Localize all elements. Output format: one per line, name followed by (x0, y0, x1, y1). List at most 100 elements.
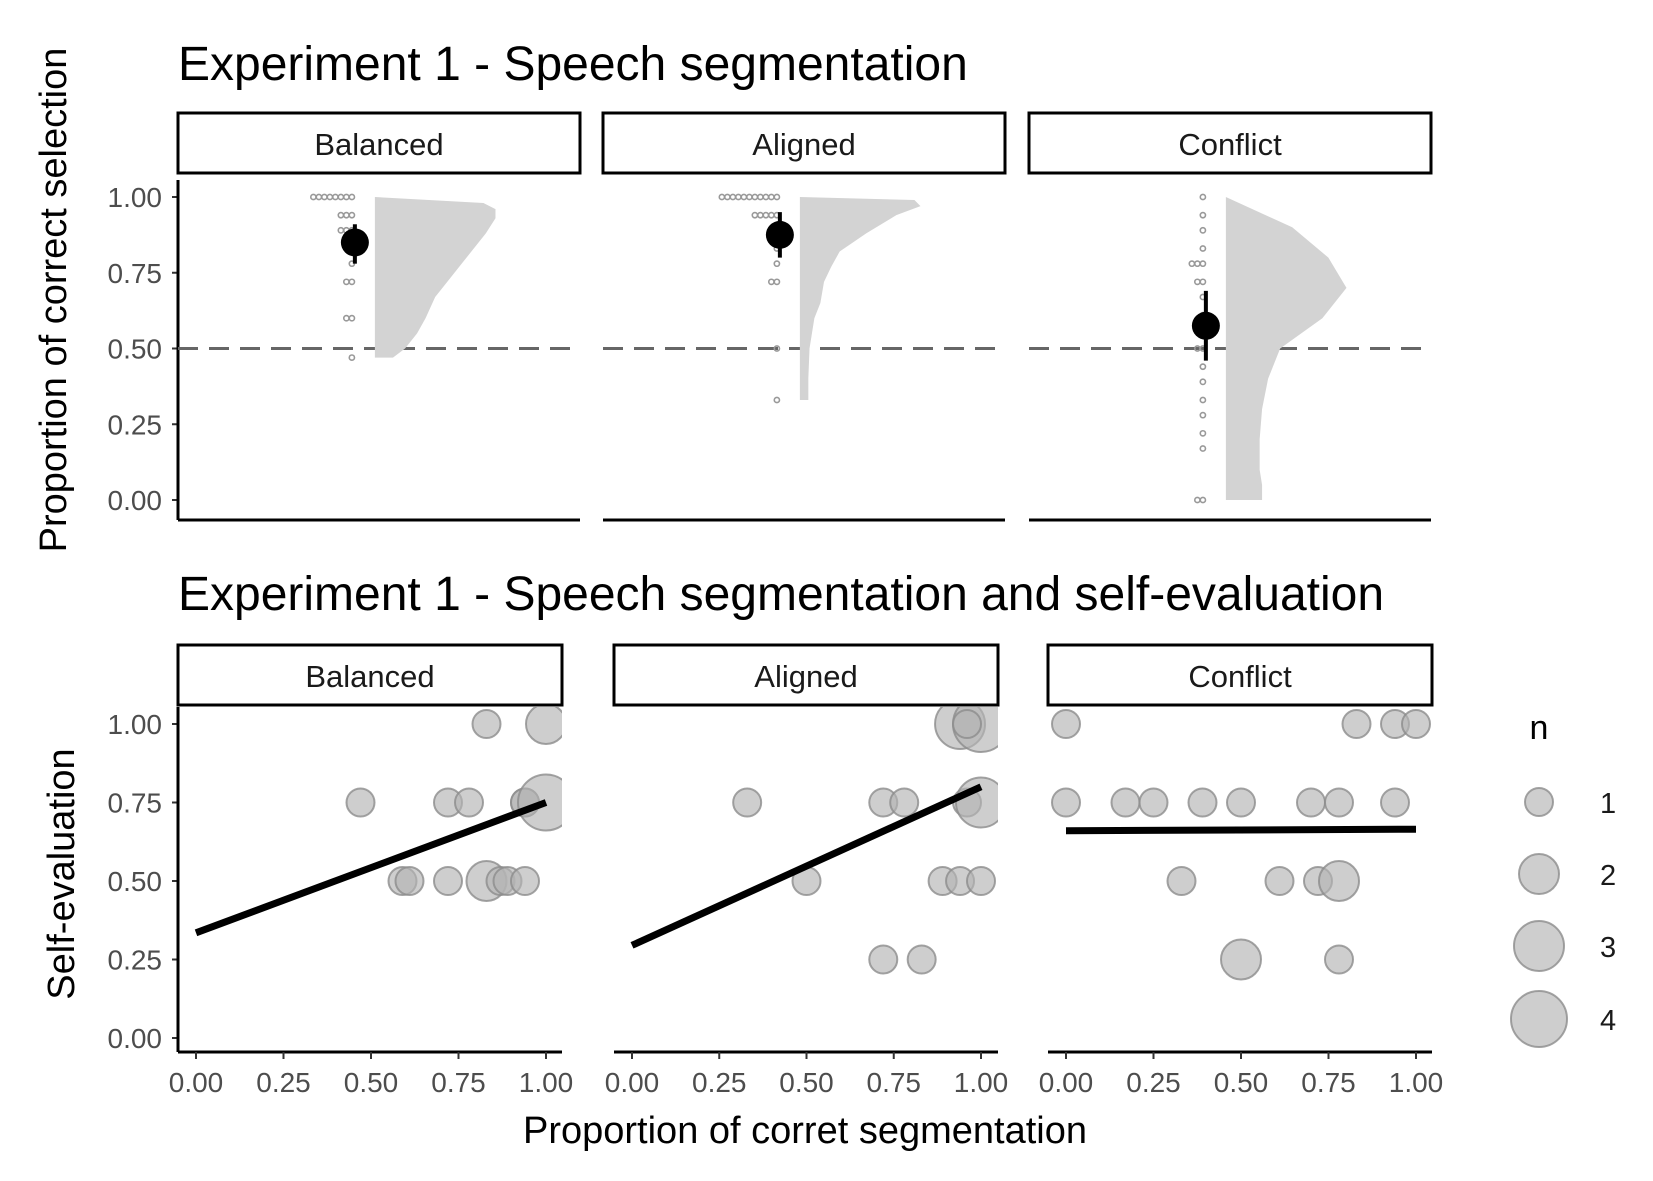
y-tick-label: 0.75 (108, 258, 163, 289)
panel-aligned: Aligned 0.00 0.25 0.50 0.75 1.00 (605, 643, 1008, 1098)
scatter-point (952, 709, 983, 739)
scatter-point (1220, 938, 1262, 981)
density-cloud (1225, 197, 1347, 500)
regression-line (1065, 825, 1417, 835)
legend-key-2 (1518, 853, 1560, 895)
legend-label-1: 1 (1600, 788, 1616, 820)
top-y-axis: 0.00 0.25 0.50 0.75 1.00 (108, 180, 180, 520)
data-dot (745, 193, 753, 201)
strip-label: Aligned (754, 659, 857, 694)
top-chart-title: Experiment 1 - Speech segmentation (178, 38, 968, 91)
data-dot (342, 211, 350, 219)
scatter-point (510, 866, 540, 896)
scatter-point (394, 866, 425, 896)
scatter-point (732, 787, 763, 818)
size-legend: n 1 2 3 4 (1510, 709, 1616, 1048)
scatter-point (868, 944, 899, 975)
data-dot (1199, 411, 1207, 419)
data-dot (326, 193, 334, 201)
x-tick-label: 0.50 (1214, 1067, 1269, 1098)
x-tick-label: 1.00 (519, 1067, 574, 1098)
x-tick-label: 0.00 (605, 1067, 660, 1098)
y-tick-label: 0.25 (108, 945, 163, 976)
data-dot (723, 193, 731, 201)
scatter-point (1138, 787, 1169, 818)
strip-label: Conflict (1178, 127, 1282, 162)
scatter-point (525, 707, 562, 745)
scatter-point (966, 866, 996, 896)
data-dot (773, 260, 781, 268)
data-dot (767, 278, 775, 286)
strip-label: Conflict (1188, 659, 1292, 694)
legend-label-4: 4 (1600, 1005, 1616, 1037)
data-dot (1193, 345, 1201, 352)
data-dot (337, 226, 345, 234)
bottom-chart-title: Experiment 1 - Speech segmentation and s… (178, 568, 1384, 621)
data-dot (309, 193, 317, 201)
scatter-point (1226, 787, 1256, 818)
data-dot (1199, 429, 1207, 437)
scatter-point (1166, 866, 1197, 896)
panel-conflict: Conflict (1027, 111, 1433, 522)
scatter-point (1318, 860, 1360, 902)
data-dot (762, 211, 770, 219)
strip-label: Balanced (305, 659, 434, 694)
scatter-point (433, 866, 463, 896)
strip-aligned (612, 643, 1000, 707)
data-dot (1193, 278, 1201, 286)
scatter-point (889, 787, 920, 818)
data-dot (767, 211, 775, 219)
data-dot (348, 354, 356, 361)
regression-line (630, 783, 983, 949)
panel-balanced: Balanced (176, 111, 582, 522)
data-dot (773, 345, 781, 352)
y-tick-label: 0.25 (108, 409, 163, 440)
scatter-point (1324, 944, 1354, 975)
y-tick-label: 0.00 (108, 1023, 163, 1054)
points-layer (732, 707, 998, 975)
panel-balanced: Balanced 0.00 0.25 0.50 0.75 1.00 (169, 643, 574, 1098)
x-tick-label: 0.25 (256, 1067, 311, 1098)
panel-conflict: Conflict 0.00 0.25 0.50 0.75 1.00 (1039, 643, 1444, 1098)
data-dot (773, 193, 781, 201)
scatter-point (345, 787, 376, 818)
data-dot (1188, 260, 1196, 268)
x-tick-label: 0.75 (867, 1067, 922, 1098)
y-tick-label: 0.75 (108, 788, 163, 819)
density-cloud (799, 197, 921, 401)
scatter-point (1051, 787, 1081, 818)
legend-label-3: 3 (1600, 932, 1616, 964)
data-dot (756, 193, 764, 201)
data-dot (348, 278, 356, 286)
scatter-point (471, 709, 502, 739)
data-dot (1199, 445, 1207, 452)
data-dot (751, 193, 759, 201)
data-dot (1199, 396, 1207, 404)
x-tick-label: 0.50 (779, 1067, 834, 1098)
data-dot (331, 193, 339, 201)
data-dot (740, 193, 748, 201)
x-tick-label: 0.75 (431, 1067, 486, 1098)
data-dot (1199, 363, 1207, 371)
data-dot (337, 193, 345, 201)
data-dot (1199, 260, 1207, 268)
strip-label: Balanced (314, 127, 443, 162)
x-tick-label: 0.25 (692, 1067, 747, 1098)
scatter-point (1296, 787, 1326, 818)
legend-key-3 (1513, 920, 1565, 972)
scatter-point (1401, 709, 1431, 739)
top-chart: Experiment 1 - Speech segmentation Propo… (33, 38, 1433, 553)
top-y-axis-title: Proportion of correct selection (33, 48, 75, 553)
data-dot (751, 211, 759, 219)
scatter-point (1341, 709, 1372, 739)
bottom-x-axis-title: Proportion of corret segmentation (523, 1110, 1087, 1152)
mean-point (765, 220, 794, 249)
y-tick-label: 1.00 (108, 182, 163, 213)
data-dot (1193, 260, 1201, 268)
data-dot (348, 314, 356, 322)
data-dot (348, 193, 356, 201)
data-dot (337, 211, 345, 219)
legend-key-4 (1510, 990, 1568, 1048)
x-tick-label: 1.00 (1389, 1067, 1444, 1098)
data-dot (320, 193, 328, 201)
